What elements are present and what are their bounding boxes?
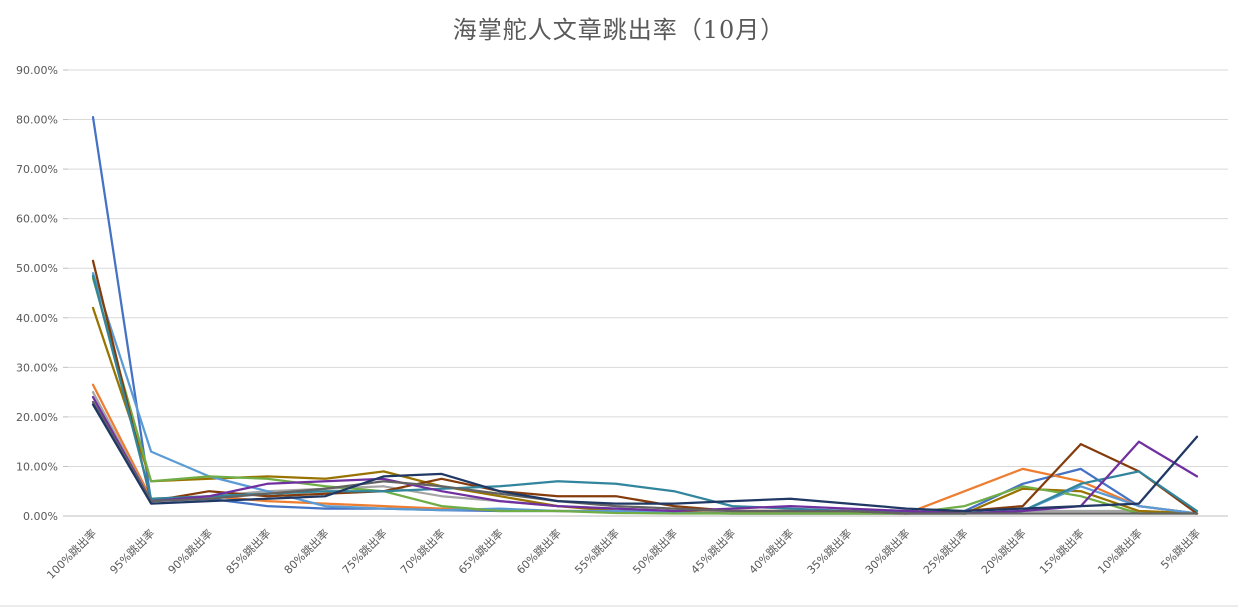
x-tick-label: 25%跳出率 [920,526,971,577]
x-tick-label: 40%跳出率 [746,526,797,577]
x-tick-label: 55%跳出率 [572,526,623,577]
series-line-系列7 [91,259,1199,515]
series-line-系列11 [91,403,1199,513]
x-tick-label: 100%跳出率 [44,526,99,581]
x-tick-label: 20%跳出率 [978,526,1029,577]
x-tick-label: 60%跳出率 [513,526,564,577]
x-tick-label: 15%跳出率 [1036,526,1087,577]
x-tick-label: 80%跳出率 [281,526,332,577]
x-tick-label: 95%跳出率 [107,526,158,577]
x-tick-label: 10%跳出率 [1094,526,1145,577]
series-line-系列9 [91,395,1199,515]
x-tick-label: 85%跳出率 [223,526,274,577]
x-tick-label: 90%跳出率 [165,526,216,577]
y-tick-label: 70.00% [16,163,58,176]
chart-title: 海掌舵人文章跳出率（10月） [452,16,786,44]
x-tick-label: 35%跳出率 [804,526,855,577]
series-line-系列1 [91,115,1199,515]
y-tick-label: 40.00% [16,312,58,325]
y-tick-label: 50.00% [16,262,58,275]
y-tick-label: 20.00% [16,411,58,424]
y-tick-label: 0.00% [23,510,58,523]
x-tick-label: 75%跳出率 [339,526,390,577]
x-tick-label: 30%跳出率 [862,526,913,577]
x-tick-label: 50%跳出率 [630,526,681,577]
series-line-系列6 [91,276,1199,515]
y-tick-label: 30.00% [16,361,58,374]
x-tick-label: 65%跳出率 [455,526,506,577]
y-tick-label: 10.00% [16,460,58,473]
x-tick-label: 45%跳出率 [688,526,739,577]
x-tick-label: 70%跳出率 [397,526,448,577]
y-tick-label: 60.00% [16,213,58,226]
x-tick-label: 5%跳出率 [1158,526,1204,572]
y-tick-label: 90.00% [16,64,58,77]
y-tick-label: 80.00% [16,114,58,127]
series-line-系列10 [91,400,1199,515]
